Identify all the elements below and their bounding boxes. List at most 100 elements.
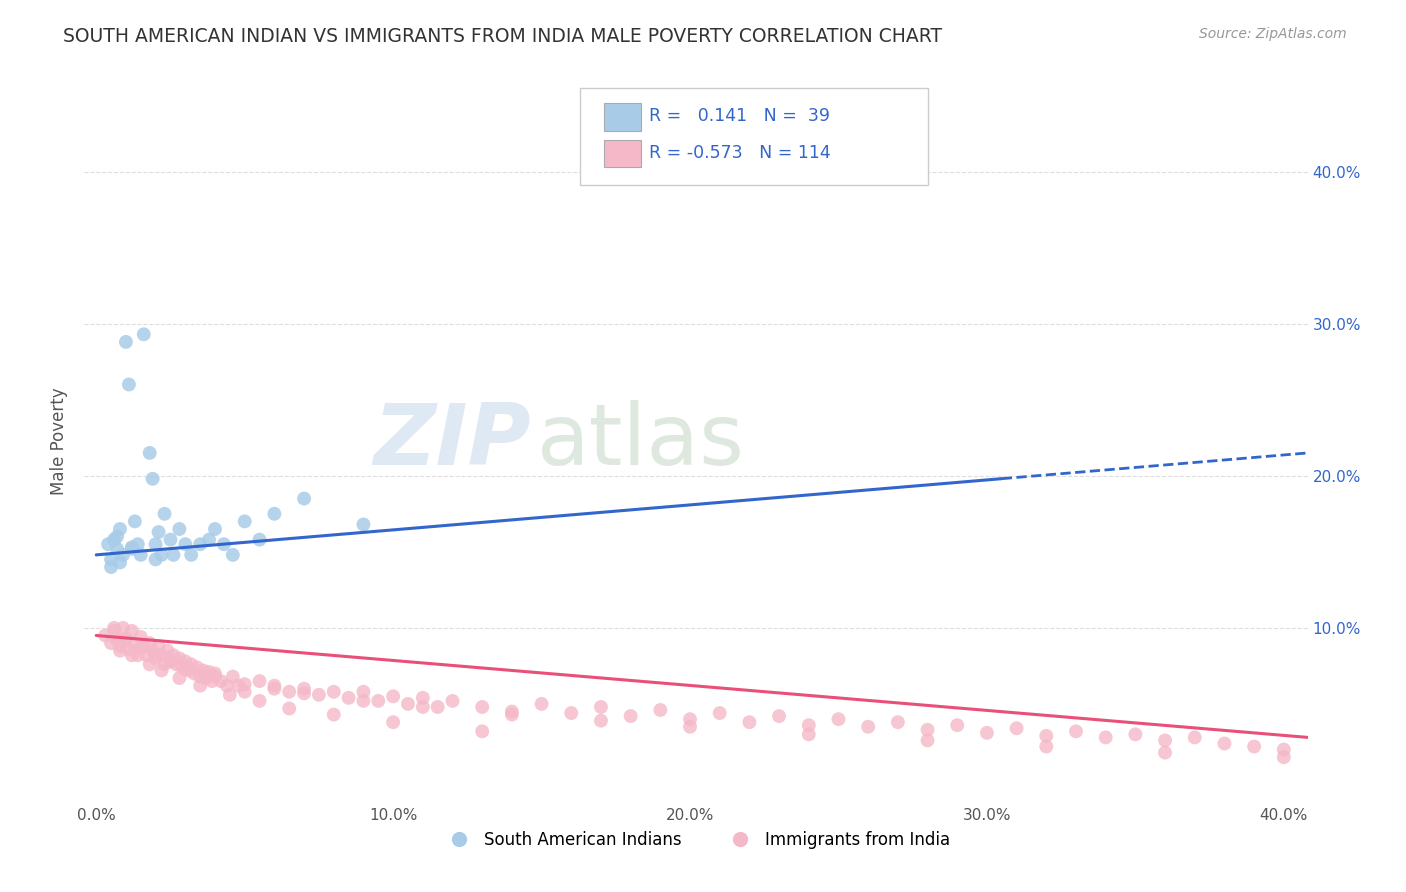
Point	[142, 472, 165, 486]
Point	[1243, 739, 1265, 754]
Point	[142, 643, 165, 657]
Point	[100, 560, 122, 574]
Point	[412, 690, 434, 705]
Point	[352, 685, 374, 699]
Text: atlas: atlas	[537, 400, 745, 483]
Point	[501, 705, 523, 719]
Point	[1213, 736, 1236, 750]
Point	[917, 733, 939, 747]
Point	[263, 681, 285, 696]
Point	[153, 657, 176, 672]
Point	[138, 636, 160, 650]
Point	[212, 537, 235, 551]
Point	[1272, 742, 1295, 756]
Point	[1154, 733, 1177, 747]
Point	[278, 685, 301, 699]
Point	[650, 703, 672, 717]
Point	[1125, 727, 1147, 741]
Point	[162, 548, 184, 562]
Point	[115, 334, 138, 349]
Point	[589, 700, 612, 714]
Point	[222, 669, 245, 683]
Point	[471, 700, 494, 714]
Point	[322, 685, 344, 699]
Point	[382, 690, 405, 704]
Point	[169, 671, 191, 685]
Point	[94, 628, 117, 642]
Point	[138, 446, 160, 460]
Point	[198, 533, 221, 547]
Point	[426, 700, 449, 714]
Point	[204, 522, 226, 536]
Point	[100, 636, 122, 650]
Point	[198, 665, 221, 679]
Point	[172, 660, 194, 674]
Point	[292, 681, 315, 696]
Point	[367, 694, 389, 708]
Point	[150, 664, 173, 678]
Point	[233, 685, 256, 699]
Point	[115, 633, 138, 648]
Point	[620, 709, 643, 723]
Point	[108, 639, 131, 653]
Point	[1064, 724, 1087, 739]
Point	[177, 664, 200, 678]
Point	[148, 639, 170, 653]
Point	[129, 548, 152, 562]
Point	[204, 666, 226, 681]
Point	[228, 679, 250, 693]
Point	[976, 726, 998, 740]
Point	[233, 677, 256, 691]
Point	[180, 548, 202, 562]
Point	[278, 701, 301, 715]
Point	[148, 524, 170, 539]
Y-axis label: Male Poverty: Male Poverty	[51, 388, 69, 495]
Point	[263, 507, 285, 521]
Point	[100, 552, 122, 566]
Point	[501, 707, 523, 722]
Point	[127, 648, 149, 663]
Point	[1035, 729, 1057, 743]
Point	[441, 694, 464, 708]
Point	[169, 522, 191, 536]
Point	[150, 648, 173, 663]
Point	[856, 720, 879, 734]
Point	[111, 621, 134, 635]
Point	[124, 639, 146, 653]
Point	[124, 515, 146, 529]
Point	[174, 537, 197, 551]
Point	[679, 720, 702, 734]
Point	[679, 712, 702, 726]
Point	[1272, 750, 1295, 764]
Point	[1035, 739, 1057, 754]
Point	[249, 694, 271, 708]
Point	[159, 533, 181, 547]
Point	[159, 654, 181, 668]
Point	[111, 548, 134, 562]
Point	[174, 654, 197, 668]
Point	[188, 679, 211, 693]
Point	[103, 621, 125, 635]
Point	[169, 651, 191, 665]
Point	[127, 537, 149, 551]
Point	[263, 679, 285, 693]
Point	[204, 669, 226, 683]
Text: Source: ZipAtlas.com: Source: ZipAtlas.com	[1199, 27, 1347, 41]
Point	[188, 669, 211, 683]
Point	[308, 688, 330, 702]
Point	[352, 517, 374, 532]
Point	[153, 507, 176, 521]
Point	[135, 648, 157, 663]
Text: SOUTH AMERICAN INDIAN VS IMMIGRANTS FROM INDIA MALE POVERTY CORRELATION CHART: SOUTH AMERICAN INDIAN VS IMMIGRANTS FROM…	[63, 27, 942, 45]
Point	[738, 715, 761, 730]
Point	[105, 541, 128, 556]
FancyBboxPatch shape	[579, 87, 928, 185]
Point	[186, 660, 208, 674]
Point	[138, 657, 160, 672]
Point	[292, 491, 315, 506]
Point	[530, 697, 553, 711]
Point	[797, 727, 820, 741]
Point	[1005, 721, 1028, 735]
Text: ZIP: ZIP	[373, 400, 531, 483]
Legend: South American Indians, Immigrants from India: South American Indians, Immigrants from …	[436, 824, 956, 856]
